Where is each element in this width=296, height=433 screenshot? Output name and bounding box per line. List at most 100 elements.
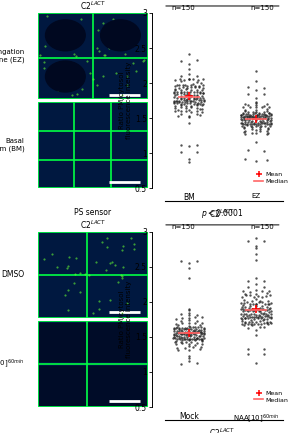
Point [252,110,257,117]
Point [181,333,186,340]
Point [196,99,201,106]
Point [179,326,184,333]
Point [261,317,266,324]
Point [201,89,206,96]
Point [182,77,186,84]
Point [173,87,178,94]
Point [239,120,244,126]
Point [188,100,193,107]
Point [200,336,205,343]
Point [254,68,258,74]
Point [247,120,252,127]
Point [184,107,189,114]
Point [254,332,258,339]
Point [268,117,273,124]
Point [254,326,258,333]
Point [263,112,268,119]
Point [262,345,266,352]
Point [178,57,183,64]
Point [180,327,184,334]
Y-axis label: Ratio PM/cytosol
fluorescence intensity: Ratio PM/cytosol fluorescence intensity [119,62,132,139]
Point [195,329,200,336]
Point [243,106,248,113]
Point [250,129,254,136]
Point [196,327,201,334]
Point [257,317,262,324]
Text: n=150: n=150 [250,5,274,11]
Point [258,118,263,125]
Point [186,322,191,329]
Point [269,110,274,117]
Point [260,120,265,127]
Point [251,115,255,122]
Point [249,305,254,312]
Title: PS sensor
C2$^{LACT}$: PS sensor C2$^{LACT}$ [74,208,112,231]
Point [199,320,204,326]
Point [241,113,245,120]
Point [252,113,257,120]
Point [180,98,184,105]
Point [241,110,246,117]
Point [178,101,183,108]
Point [243,120,248,127]
Point [269,314,274,321]
Point [188,323,192,330]
Point [241,310,246,317]
Point [186,342,191,349]
Point [189,338,194,345]
Point [197,83,201,90]
Point [193,330,198,337]
Point [239,293,244,300]
Point [186,352,191,359]
Point [240,123,244,130]
Point [251,308,256,315]
Point [185,95,189,102]
Point [264,120,269,127]
Point [200,76,205,83]
Point [189,84,193,90]
Point [186,305,191,312]
Point [269,121,274,128]
Point [189,326,194,333]
Point [265,112,269,119]
Point [186,330,191,337]
Point [260,293,264,300]
Circle shape [101,20,140,51]
Point [191,330,195,336]
Point [186,65,191,72]
Point [255,114,260,121]
Point [183,336,188,343]
Point [250,113,254,120]
Point [193,336,198,343]
Point [247,103,252,110]
Point [254,295,258,302]
Point [178,103,183,110]
Point [259,112,263,119]
Point [201,326,206,333]
Point [264,117,269,124]
Point [184,105,189,112]
Point [254,78,258,84]
Point [175,99,180,106]
Point [182,328,187,335]
Point [201,94,206,101]
Point [194,311,199,318]
Point [191,88,196,95]
Point [254,287,258,294]
Point [194,149,199,156]
Point [186,307,191,314]
Point [193,341,198,348]
Point [186,259,191,266]
Point [246,84,250,91]
Point [174,97,179,104]
Point [258,114,263,121]
Point [244,310,248,317]
Point [248,300,252,307]
Point [251,301,255,307]
Point [254,281,258,288]
Point [243,101,248,108]
Title: PS sensor
C2$^{LACT}$: PS sensor C2$^{LACT}$ [74,0,112,12]
Point [254,307,258,313]
Point [189,93,194,100]
Point [264,307,269,314]
